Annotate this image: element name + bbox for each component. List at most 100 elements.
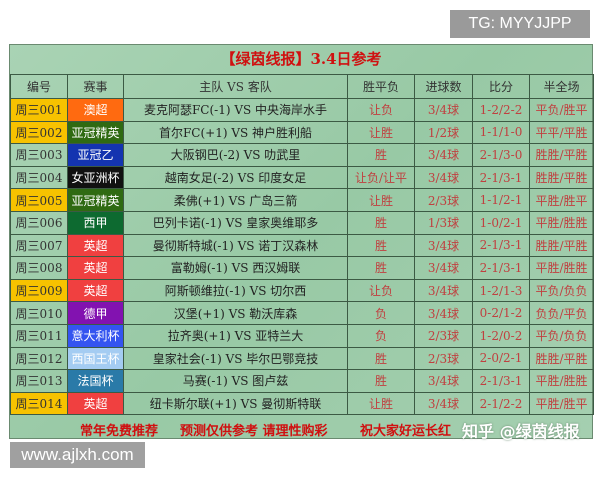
- cell-match: 巴列卡诺(-1) VS 皇家奥维耶多: [123, 210, 348, 235]
- cell-match: 纽卡斯尔联(+1) VS 曼彻斯特联: [123, 391, 348, 416]
- table-row: 周三008 英超 富勒姆(-1) VS 西汉姆联胜 3/4球 2-1/3-1 平胜/胜胜: [10, 256, 594, 280]
- cell-match: 拉齐奥(+1) VS 亚特兰大: [123, 323, 348, 348]
- cell-htft: 胜胜/平胜: [529, 346, 594, 371]
- header-id: 编号: [10, 74, 68, 99]
- cell-goals: 3/4球: [414, 165, 473, 190]
- tg-watermark: TG: MYYJJPP: [450, 10, 590, 38]
- table-row: 周三011 意大利杯 拉齐奥(+1) VS 亚特兰大负 2/3球 1-2/0-2 平负/负…: [10, 323, 594, 348]
- zhihu-watermark: 知乎 @绿茵线报: [462, 422, 580, 442]
- cell-score: 1-2/1-3: [472, 278, 530, 303]
- cell-wdl: 让负: [347, 98, 415, 122]
- cell-id: 周三011: [10, 323, 68, 348]
- cell-htft: 平胜/胜平: [529, 391, 594, 416]
- cell-score: 1-1/2-1: [472, 188, 530, 212]
- cell-id: 周三008: [10, 256, 68, 280]
- cell-wdl: 胜: [347, 369, 415, 393]
- cell-wdl: 让胜: [347, 391, 415, 416]
- cell-score: 1-2/2-2: [472, 98, 530, 122]
- cell-wdl: 胜: [347, 233, 415, 258]
- table-row: 周三007 英超 曼彻斯特城(-1) VS 诺丁汉森林胜 3/4球 2-1/3-1 胜胜/…: [10, 233, 594, 258]
- table-row: 周三003 亚冠乙 大阪钢巴(-2) VS 叻武里胜 3/4球 2-1/3-0 胜胜/平胜: [10, 143, 594, 167]
- cell-score: 2-1/3-1: [472, 256, 530, 280]
- cell-score: 2-1/3-1: [472, 165, 530, 190]
- header-score: 比分: [472, 74, 530, 99]
- cell-league: 亚冠乙: [67, 143, 124, 167]
- cell-score: 1-0/2-1: [472, 210, 530, 235]
- cell-league: 亚冠精英: [67, 120, 124, 145]
- cell-match: 汉堡(+1) VS 勒沃库森: [123, 301, 348, 325]
- cell-wdl: 负: [347, 301, 415, 325]
- cell-goals: 3/4球: [414, 256, 473, 280]
- cell-wdl: 让胜: [347, 188, 415, 212]
- header-htft: 半全场: [529, 74, 594, 99]
- footer-text-2: 预测仅供参考 请理性购彩: [180, 424, 328, 440]
- cell-wdl: 胜: [347, 210, 415, 235]
- cell-wdl: 让负: [347, 278, 415, 303]
- cell-wdl: 让胜: [347, 120, 415, 145]
- table-row: 周三012 西国王杯 皇家社会(-1) VS 毕尔巴鄂竞技胜 2/3球 2-0/2-1 胜…: [10, 346, 594, 371]
- footer: 常年免费推荐 预测仅供参考 请理性购彩 祝大家好运长红 知乎 @绿茵线报: [10, 415, 592, 441]
- cell-htft: 胜胜/平胜: [529, 233, 594, 258]
- cell-goals: 3/4球: [414, 391, 473, 416]
- cell-id: 周三012: [10, 346, 68, 371]
- cell-htft: 平负/负负: [529, 323, 594, 348]
- cell-goals: 2/3球: [414, 188, 473, 212]
- cell-wdl: 让负/让平: [347, 165, 415, 190]
- cell-htft: 平胜/胜胜: [529, 210, 594, 235]
- cell-goals: 1/2球: [414, 120, 473, 145]
- cell-id: 周三005: [10, 188, 68, 212]
- cell-match: 马赛(-1) VS 图卢兹: [123, 369, 348, 393]
- cell-wdl: 胜: [347, 256, 415, 280]
- cell-htft: 胜胜/平胜: [529, 165, 594, 190]
- footer-text-3: 祝大家好运长红: [360, 424, 452, 440]
- table-row: 周三010 德甲 汉堡(+1) VS 勒沃库森负 3/4球 0-2/1-2 负负/平负: [10, 301, 594, 325]
- cell-score: 2-1/3-1: [472, 369, 530, 393]
- cell-score: 1-2/0-2: [472, 323, 530, 348]
- cell-id: 周三001: [10, 98, 68, 122]
- cell-id: 周三013: [10, 369, 68, 393]
- header-match: 主队 VS 客队: [123, 74, 348, 99]
- prediction-table: 编号 赛事 主队 VS 客队 胜平负 进球数 比分 半全场 周三001 澳超 麦克阿…: [10, 74, 594, 416]
- cell-score: 0-2/1-2: [472, 301, 530, 325]
- cell-league: 西甲: [67, 210, 124, 235]
- cell-score: 2-0/2-1: [472, 346, 530, 371]
- cell-id: 周三010: [10, 301, 68, 325]
- table-row: 周三013 法国杯 马赛(-1) VS 图卢兹胜 3/4球 2-1/3-1 平胜/胜胜: [10, 369, 594, 393]
- cell-league: 意大利杯: [67, 323, 124, 348]
- cell-htft: 平胜/胜平: [529, 188, 594, 212]
- cell-match: 越南女足(-2) VS 印度女足: [123, 165, 348, 190]
- cell-id: 周三002: [10, 120, 68, 145]
- cell-goals: 3/4球: [414, 369, 473, 393]
- cell-match: 首尔FC(+1) VS 神户胜利船: [123, 120, 348, 145]
- footer-text-1: 常年免费推荐: [80, 424, 159, 440]
- cell-id: 周三004: [10, 165, 68, 190]
- site-watermark: www.ajlxh.com: [10, 442, 145, 468]
- cell-score: 2-1/3-0: [472, 143, 530, 167]
- cell-score: 2-1/2-2: [472, 391, 530, 416]
- cell-goals: 3/4球: [414, 301, 473, 325]
- cell-id: 周三009: [10, 278, 68, 303]
- cell-id: 周三014: [10, 391, 68, 416]
- cell-goals: 3/4球: [414, 143, 473, 167]
- cell-league: 英超: [67, 278, 124, 303]
- cell-league: 英超: [67, 256, 124, 280]
- table-row: 周三006 西甲 巴列卡诺(-1) VS 皇家奥维耶多胜 1/3球 1-0/2-1 平胜/…: [10, 210, 594, 235]
- cell-id: 周三007: [10, 233, 68, 258]
- table-row: 周三001 澳超 麦克阿瑟FC(-1) VS 中央海岸水手 让负 3/4球 1-2/2-2…: [10, 98, 594, 122]
- cell-htft: 平胜/胜胜: [529, 256, 594, 280]
- cell-htft: 胜胜/平胜: [529, 143, 594, 167]
- table-row: 周三004 女亚洲杯 越南女足(-2) VS 印度女足 让负/让平 3/4球 2-1/3-…: [10, 165, 594, 190]
- table-row: 周三002 亚冠精英 首尔FC(+1) VS 神户胜利船 让胜 1/2球 1-1/1-0 平…: [10, 120, 594, 145]
- cell-htft: 平平/平胜: [529, 120, 594, 145]
- header-wdl: 胜平负: [347, 74, 415, 99]
- cell-goals: 3/4球: [414, 233, 473, 258]
- cell-league: 澳超: [67, 98, 124, 122]
- header-goals: 进球数: [414, 74, 473, 99]
- cell-goals: 3/4球: [414, 98, 473, 122]
- table-row: 周三005 亚冠精英 柔佛(+1) VS 广岛三箭 让胜 2/3球 1-1/2-1 平胜/胜…: [10, 188, 594, 212]
- cell-score: 1-1/1-0: [472, 120, 530, 145]
- cell-wdl: 胜: [347, 346, 415, 371]
- table-row: 周三014 英超 纽卡斯尔联(+1) VS 曼彻斯特联 让胜 3/4球 2-1/2-2 平胜…: [10, 391, 594, 416]
- prediction-board: 【绿茵线报】3.4日参考 编号 赛事 主队 VS 客队 胜平负 进球数 比分 半…: [9, 44, 594, 441]
- cell-match: 麦克阿瑟FC(-1) VS 中央海岸水手: [123, 98, 348, 122]
